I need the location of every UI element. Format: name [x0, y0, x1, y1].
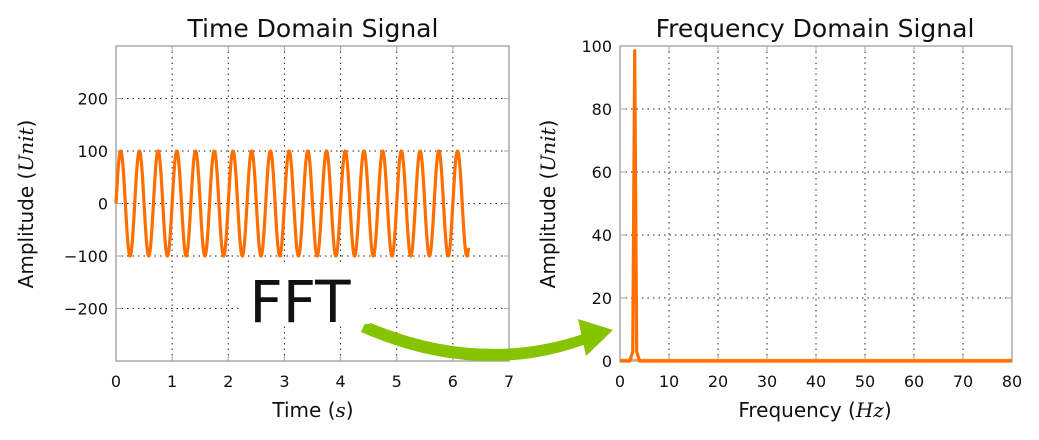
x-tick-label: 10 — [659, 372, 679, 391]
x-tick-label: 40 — [806, 372, 826, 391]
x-tick-label: 1 — [167, 372, 177, 391]
x-axis-label: Frequency (Hz) — [738, 398, 891, 422]
x-tick-label: 0 — [111, 372, 121, 391]
grid — [620, 46, 1012, 361]
y-tick-label: 80 — [592, 100, 612, 119]
x-tick-label: 80 — [1002, 372, 1022, 391]
y-tick-label: −100 — [64, 247, 108, 266]
x-tick-label: 50 — [855, 372, 875, 391]
x-tick-label: 0 — [615, 372, 625, 391]
y-axis-label: Amplitude (Unit) — [536, 120, 560, 289]
y-tick-label: 60 — [592, 163, 612, 182]
fft-annotation: FFT — [240, 262, 613, 362]
x-tick-label: 6 — [448, 372, 458, 391]
series-line — [620, 49, 1012, 363]
x-axis: 0 1 2 3 4 5 6 7 — [111, 46, 514, 391]
x-tick-label: 70 — [953, 372, 973, 391]
chart-title: Time Domain Signal — [187, 14, 439, 43]
y-tick-label: 20 — [592, 289, 612, 308]
frequency-domain-chart: Frequency Domain Signal 0 10 20 30 40 50 60 70 8… — [536, 14, 1022, 422]
fft-label-backdrop — [240, 262, 370, 324]
chart-title: Frequency Domain Signal — [656, 14, 975, 43]
y-axis: 200 100 0 −100 −200 — [64, 90, 509, 319]
fft-label: FFT — [249, 268, 351, 336]
fft-arrow-body — [361, 321, 589, 362]
x-tick-label: 5 — [392, 372, 402, 391]
x-tick-label: 7 — [504, 372, 514, 391]
y-tick-label: 40 — [592, 226, 612, 245]
time-domain-chart: Time Domain Signal 0 1 2 3 4 5 6 7 200 100 0 −100 −… — [14, 14, 514, 422]
x-axis: 0 10 20 30 40 50 60 70 80 — [615, 46, 1022, 391]
y-axis-label: Amplitude (Unit) — [14, 120, 38, 289]
x-tick-label: 20 — [708, 372, 728, 391]
y-tick-label: 100 — [581, 37, 612, 56]
plot-frame — [619, 45, 1013, 362]
y-tick-label: 200 — [77, 90, 108, 109]
x-tick-label: 30 — [757, 372, 777, 391]
x-tick-label: 2 — [223, 372, 233, 391]
fft-arrow-head — [578, 319, 613, 356]
y-tick-label: 0 — [602, 352, 612, 371]
x-tick-label: 3 — [279, 372, 289, 391]
x-axis-label: Time (s) — [271, 398, 353, 422]
y-tick-label: 0 — [98, 195, 108, 214]
y-axis: 100 80 60 40 20 0 — [581, 37, 1012, 371]
x-tick-label: 60 — [904, 372, 924, 391]
y-tick-label: 100 — [77, 142, 108, 161]
series-line — [114, 149, 471, 258]
y-tick-label: −200 — [64, 300, 108, 319]
x-tick-label: 4 — [335, 372, 345, 391]
